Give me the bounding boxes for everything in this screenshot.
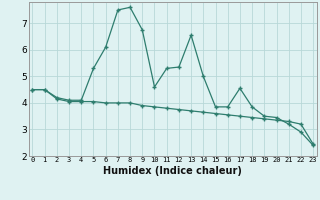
X-axis label: Humidex (Indice chaleur): Humidex (Indice chaleur): [103, 166, 242, 176]
